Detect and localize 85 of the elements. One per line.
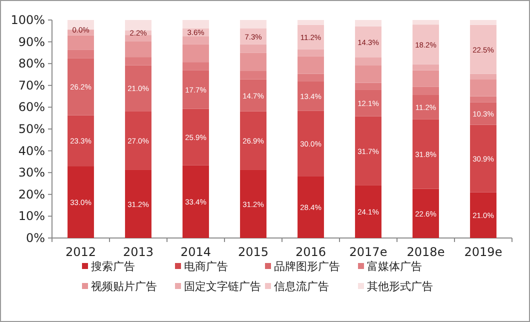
bar (412, 70, 439, 87)
bar (470, 80, 496, 96)
legend-label: 品牌图形广告 (274, 260, 340, 273)
bar (355, 65, 382, 83)
bar (182, 165, 209, 238)
bar (240, 20, 266, 28)
x-tick-label: 2014 (180, 245, 212, 259)
bar (125, 170, 152, 238)
bar (470, 20, 496, 25)
bar (182, 108, 209, 166)
y-tick-label: 20% (18, 187, 45, 202)
y-tick-label: 30% (18, 166, 45, 180)
bar (298, 20, 324, 25)
bar (240, 71, 266, 80)
bar (355, 185, 382, 238)
bar (470, 192, 496, 238)
legend-label: 信息流广告 (274, 280, 329, 293)
bar (355, 20, 382, 26)
bar (182, 70, 209, 109)
legend-label: 搜索广告 (91, 260, 135, 273)
y-tick-label: 0% (26, 231, 45, 245)
bar (68, 58, 94, 116)
bar (298, 110, 324, 176)
legend-label: 固定文字链广告 (184, 280, 261, 293)
bar (182, 44, 209, 62)
bar (68, 50, 94, 58)
bar (412, 24, 439, 64)
y-tick-label: 40% (18, 144, 45, 158)
bar (470, 124, 496, 192)
bar (68, 35, 94, 50)
legend-label: 富媒体广告 (367, 260, 422, 273)
bar (240, 52, 266, 72)
x-tick-label: 2015 (238, 245, 269, 259)
legend-label: 电商广告 (184, 260, 228, 273)
y-tick-label: 50% (18, 122, 45, 136)
bar (182, 20, 209, 28)
bar (470, 24, 496, 74)
bar (125, 111, 152, 170)
x-tick-label: 2012 (65, 245, 96, 259)
bar (125, 57, 152, 66)
bar (470, 96, 496, 102)
y-tick-label: 80% (18, 56, 45, 71)
bar (125, 20, 152, 30)
bar (355, 82, 382, 90)
bar (355, 57, 382, 66)
bar (412, 119, 439, 189)
bar (412, 86, 439, 95)
bar (412, 64, 439, 70)
bar (412, 20, 439, 25)
bar (298, 24, 324, 50)
bar (355, 26, 382, 58)
bar (240, 170, 266, 238)
bar (68, 166, 94, 238)
bar (68, 115, 94, 166)
bar (125, 41, 152, 58)
bar (298, 56, 324, 74)
x-tick-label: 2019e (464, 245, 502, 259)
bar (298, 176, 324, 238)
bar (240, 44, 266, 53)
bar (240, 111, 266, 170)
bar (355, 116, 382, 186)
y-tick-label: 60% (18, 100, 45, 114)
y-tick-label: 90% (18, 34, 45, 49)
bar (125, 35, 152, 42)
x-tick-label: 2017e (349, 245, 388, 259)
bar (298, 81, 324, 111)
y-tick-label: 10% (18, 209, 45, 224)
bar (298, 49, 324, 56)
bar (125, 65, 152, 112)
x-tick-label: 2013 (122, 245, 154, 259)
bar (182, 62, 209, 70)
bar (412, 94, 439, 120)
legend-label: 视频贴片广告 (91, 280, 157, 293)
bar (355, 90, 382, 116)
x-tick-label: 2018e (406, 245, 445, 259)
x-tick-label: 2016 (295, 245, 326, 259)
bar (470, 74, 496, 80)
bar (470, 102, 496, 125)
y-tick-label: 100% (10, 13, 45, 27)
bar (182, 36, 209, 44)
legend-label: 其他形式广告 (367, 280, 433, 293)
y-tick-label: 70% (18, 78, 45, 92)
bar (240, 79, 266, 112)
bar (412, 188, 439, 238)
bar (298, 74, 324, 82)
